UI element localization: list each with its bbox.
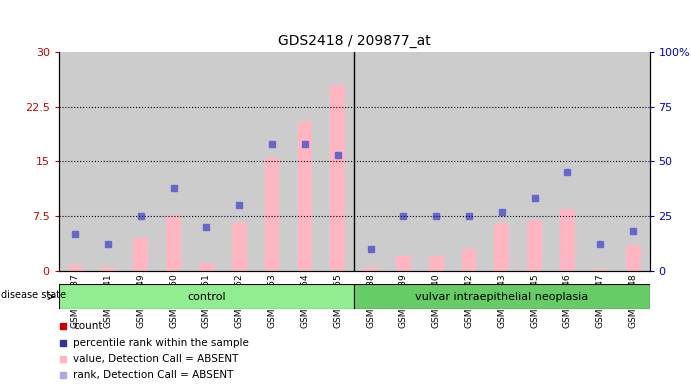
Bar <box>354 284 650 309</box>
Title: GDS2418 / 209877_at: GDS2418 / 209877_at <box>278 34 430 48</box>
Bar <box>288 52 321 271</box>
Bar <box>101 267 115 271</box>
Bar <box>223 52 256 271</box>
Bar <box>527 220 542 271</box>
Bar <box>199 263 214 271</box>
Text: rank, Detection Call = ABSENT: rank, Detection Call = ABSENT <box>73 370 234 380</box>
Bar <box>518 52 551 271</box>
Bar <box>124 52 157 271</box>
Bar <box>232 223 247 271</box>
Bar <box>265 158 279 271</box>
Bar <box>453 52 485 271</box>
Bar <box>551 52 584 271</box>
Bar <box>256 52 288 271</box>
Text: control: control <box>187 291 226 302</box>
Text: percentile rank within the sample: percentile rank within the sample <box>73 338 249 348</box>
Text: vulvar intraepithelial neoplasia: vulvar intraepithelial neoplasia <box>415 291 589 302</box>
Bar <box>68 265 82 271</box>
Bar <box>387 52 419 271</box>
Text: count: count <box>73 321 103 331</box>
Bar <box>560 209 575 271</box>
Bar <box>495 223 509 271</box>
Bar <box>363 267 378 271</box>
Bar <box>133 238 148 271</box>
Bar <box>59 284 354 309</box>
Bar <box>626 245 641 271</box>
Bar <box>157 52 190 271</box>
Bar <box>429 256 444 271</box>
Bar <box>396 256 410 271</box>
Bar <box>354 52 387 271</box>
Bar <box>298 121 312 271</box>
Bar <box>59 52 91 271</box>
Bar <box>167 216 181 271</box>
Bar <box>584 52 616 271</box>
Bar <box>462 249 476 271</box>
Bar <box>419 52 453 271</box>
Bar <box>321 52 354 271</box>
Text: value, Detection Call = ABSENT: value, Detection Call = ABSENT <box>73 354 238 364</box>
Bar <box>593 268 607 271</box>
Bar <box>91 52 124 271</box>
Text: disease state: disease state <box>1 290 66 300</box>
Bar <box>330 85 345 271</box>
Bar <box>616 52 650 271</box>
Bar <box>485 52 518 271</box>
Bar <box>190 52 223 271</box>
